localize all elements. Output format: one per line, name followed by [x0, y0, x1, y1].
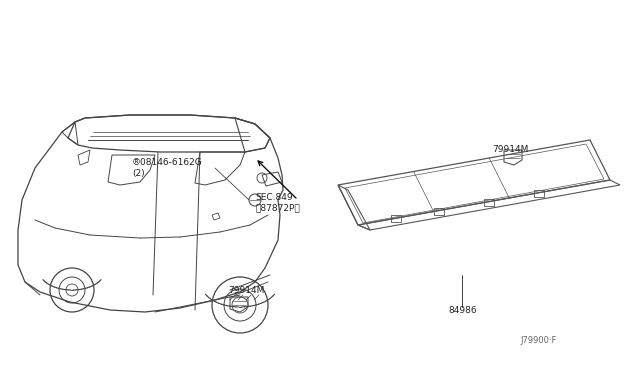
- Text: 84986: 84986: [448, 306, 477, 315]
- Text: ®08146-6162G
(2): ®08146-6162G (2): [132, 158, 203, 178]
- Text: 79914M: 79914M: [228, 286, 264, 295]
- Text: SEC.849
〈87872P〉: SEC.849 〈87872P〉: [255, 193, 300, 212]
- Text: 79914M: 79914M: [492, 145, 529, 154]
- Text: J79900·F: J79900·F: [520, 336, 556, 345]
